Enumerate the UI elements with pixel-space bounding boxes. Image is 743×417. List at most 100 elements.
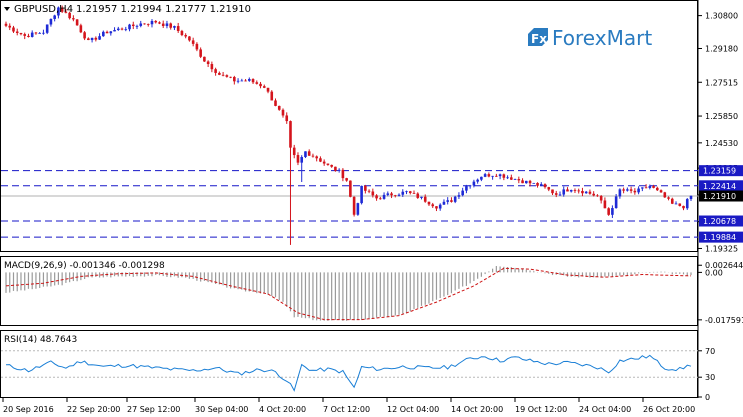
candle[interactable] (618, 188, 622, 199)
candle[interactable] (277, 105, 281, 111)
candle[interactable] (652, 184, 655, 189)
candle[interactable] (173, 25, 176, 31)
candle[interactable] (674, 201, 678, 205)
candle[interactable] (229, 76, 232, 79)
candle[interactable] (203, 56, 206, 62)
candle[interactable] (352, 196, 356, 217)
candle[interactable] (304, 151, 307, 159)
candle[interactable] (146, 23, 150, 27)
candle[interactable] (98, 33, 101, 40)
candle[interactable] (420, 196, 423, 200)
candle[interactable] (644, 184, 648, 189)
candle[interactable] (450, 197, 453, 203)
candle[interactable] (397, 193, 401, 197)
candle[interactable] (543, 183, 547, 189)
candle[interactable] (90, 37, 94, 43)
candle[interactable] (116, 26, 120, 31)
candle[interactable] (551, 189, 554, 196)
candle[interactable] (206, 60, 210, 68)
candle[interactable] (326, 163, 330, 166)
candle[interactable] (334, 166, 337, 172)
candle[interactable] (154, 20, 158, 24)
candle[interactable] (349, 180, 352, 198)
candle[interactable] (371, 188, 375, 198)
candle[interactable] (184, 33, 187, 39)
candle[interactable] (689, 195, 693, 202)
candle[interactable] (603, 197, 607, 209)
candle[interactable] (375, 194, 378, 201)
candle[interactable] (322, 159, 326, 166)
candle[interactable] (259, 81, 262, 89)
candle[interactable] (60, 5, 64, 14)
candle[interactable] (386, 191, 390, 197)
candle[interactable] (169, 22, 172, 30)
candle[interactable] (210, 61, 214, 73)
candle[interactable] (465, 184, 468, 194)
candle[interactable] (379, 196, 382, 200)
candle[interactable] (453, 195, 457, 204)
candle[interactable] (4, 21, 8, 28)
candle[interactable] (49, 18, 53, 27)
candle[interactable] (356, 202, 360, 216)
candle[interactable] (244, 79, 247, 82)
candle[interactable] (319, 156, 322, 163)
candle[interactable] (364, 184, 367, 194)
candle[interactable] (94, 36, 98, 42)
candle[interactable] (139, 20, 143, 28)
rsi-panel[interactable]: 70 30 0 (1, 347, 715, 402)
candle[interactable] (8, 23, 12, 31)
candle[interactable] (611, 205, 614, 219)
candle[interactable] (143, 23, 146, 25)
candle[interactable] (360, 185, 363, 205)
candle[interactable] (225, 74, 229, 78)
candle[interactable] (315, 155, 318, 162)
candle[interactable] (641, 187, 644, 192)
candle[interactable] (487, 172, 491, 178)
candle[interactable] (446, 197, 449, 205)
candle[interactable] (626, 187, 629, 192)
candle[interactable] (120, 27, 124, 31)
candle[interactable] (30, 30, 34, 38)
candle[interactable] (438, 203, 442, 211)
candle[interactable] (34, 31, 38, 35)
candle[interactable] (629, 186, 633, 194)
candle[interactable] (554, 190, 558, 198)
candle[interactable] (472, 179, 476, 188)
candle[interactable] (416, 192, 420, 199)
candle[interactable] (562, 186, 566, 197)
candle[interactable] (401, 189, 405, 197)
candle[interactable] (476, 178, 479, 184)
candle[interactable] (102, 30, 105, 37)
candle[interactable] (75, 19, 79, 26)
candle[interactable] (670, 197, 674, 205)
candle[interactable] (64, 9, 68, 14)
candle[interactable] (191, 37, 195, 47)
candle[interactable] (547, 186, 551, 192)
candle[interactable] (502, 173, 506, 181)
candle[interactable] (566, 187, 569, 192)
candle[interactable] (311, 153, 315, 158)
candle[interactable] (382, 192, 386, 200)
candle[interactable] (577, 188, 581, 194)
candle[interactable] (341, 168, 345, 182)
candle[interactable] (38, 32, 41, 34)
candle[interactable] (131, 21, 135, 30)
candle[interactable] (79, 23, 83, 34)
candle[interactable] (405, 190, 408, 195)
candle[interactable] (300, 155, 304, 183)
candle[interactable] (442, 199, 446, 205)
candle[interactable] (408, 190, 412, 195)
candle[interactable] (292, 144, 296, 159)
candle[interactable] (581, 187, 584, 197)
candle[interactable] (221, 71, 225, 77)
candle[interactable] (19, 32, 23, 36)
candle[interactable] (367, 189, 371, 194)
candle[interactable] (510, 174, 513, 180)
candle[interactable] (648, 184, 652, 190)
candle[interactable] (569, 189, 573, 193)
candle[interactable] (584, 190, 588, 194)
candle[interactable] (506, 175, 509, 180)
candle[interactable] (262, 84, 266, 89)
candle[interactable] (113, 27, 116, 32)
candle[interactable] (180, 29, 184, 37)
